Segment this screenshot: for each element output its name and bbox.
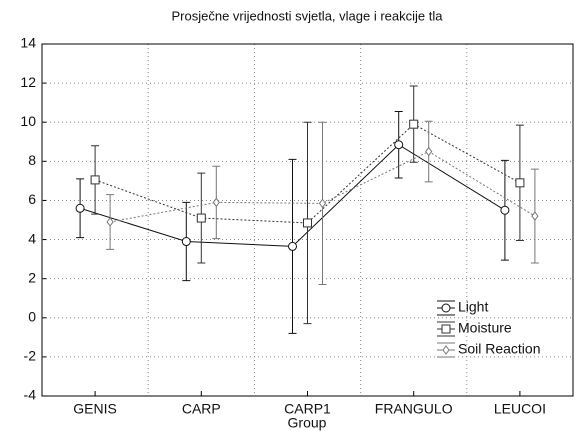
x-tick-label: CARP <box>182 401 221 417</box>
point <box>409 119 419 129</box>
point <box>318 198 327 209</box>
y-tick-label: 6 <box>28 191 36 207</box>
legend-marker <box>442 345 450 355</box>
y-tick-label: 4 <box>28 230 36 246</box>
point <box>212 197 220 208</box>
x-tick-label: GENIS <box>73 401 117 417</box>
point <box>394 140 404 150</box>
point <box>90 175 100 185</box>
point <box>106 217 114 227</box>
y-tick-label: 12 <box>20 74 36 90</box>
y-tick-label: -2 <box>24 348 37 364</box>
point <box>425 146 433 157</box>
x-tick-label: FRANGULO <box>375 401 453 417</box>
legend-marker <box>441 303 451 313</box>
y-tick-label: 10 <box>20 113 36 129</box>
legend-label: Moisture <box>458 320 512 336</box>
point <box>288 241 297 251</box>
x-tick-label: CARP1 <box>284 401 331 417</box>
y-tick-label: 0 <box>28 308 36 324</box>
point <box>303 218 312 228</box>
legend-label: Light <box>458 299 488 315</box>
y-tick-label: 8 <box>28 152 36 168</box>
series-line <box>110 150 536 223</box>
point <box>515 178 525 188</box>
chart-title: Prosječne vrijednosti svjetla, vlage i r… <box>172 8 444 23</box>
point <box>181 237 191 247</box>
y-tick-label: -4 <box>24 387 37 403</box>
point <box>500 205 510 215</box>
point <box>531 211 539 221</box>
y-tick-label: 2 <box>28 269 36 285</box>
legend-label: Soil Reaction <box>458 341 541 357</box>
point <box>196 213 206 223</box>
y-tick-label: 14 <box>20 35 36 51</box>
x-tick-label: LEUCOI <box>494 401 546 417</box>
legend-marker <box>441 324 451 334</box>
series-line <box>94 123 521 224</box>
x-axis-label: Group <box>288 415 327 431</box>
point <box>75 203 85 213</box>
